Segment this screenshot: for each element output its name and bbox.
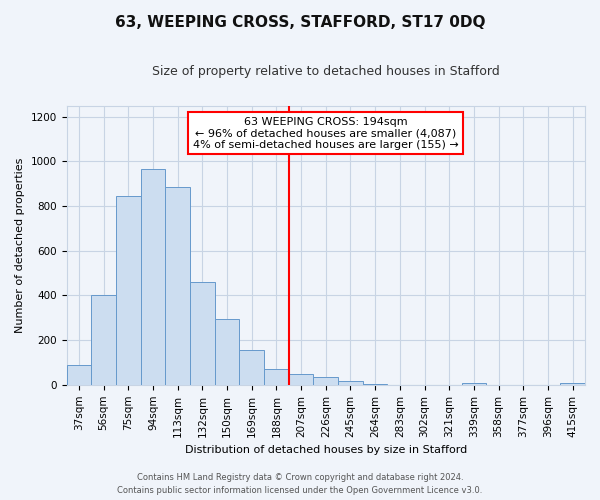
Bar	[116, 196, 140, 385]
Bar	[264, 369, 289, 385]
Title: Size of property relative to detached houses in Stafford: Size of property relative to detached ho…	[152, 65, 500, 78]
Bar	[239, 350, 264, 385]
Bar	[190, 282, 215, 385]
Bar	[313, 378, 338, 385]
Text: Contains HM Land Registry data © Crown copyright and database right 2024.
Contai: Contains HM Land Registry data © Crown c…	[118, 473, 482, 495]
Bar	[165, 187, 190, 385]
X-axis label: Distribution of detached houses by size in Stafford: Distribution of detached houses by size …	[185, 445, 467, 455]
Text: 63 WEEPING CROSS: 194sqm
← 96% of detached houses are smaller (4,087)
4% of semi: 63 WEEPING CROSS: 194sqm ← 96% of detach…	[193, 116, 458, 150]
Bar	[338, 381, 363, 385]
Bar	[140, 169, 165, 385]
Bar	[91, 296, 116, 385]
Bar	[215, 319, 239, 385]
Bar	[461, 382, 486, 385]
Bar	[289, 374, 313, 385]
Text: 63, WEEPING CROSS, STAFFORD, ST17 0DQ: 63, WEEPING CROSS, STAFFORD, ST17 0DQ	[115, 15, 485, 30]
Bar	[67, 364, 91, 385]
Bar	[363, 384, 388, 385]
Y-axis label: Number of detached properties: Number of detached properties	[15, 158, 25, 333]
Bar	[560, 382, 585, 385]
